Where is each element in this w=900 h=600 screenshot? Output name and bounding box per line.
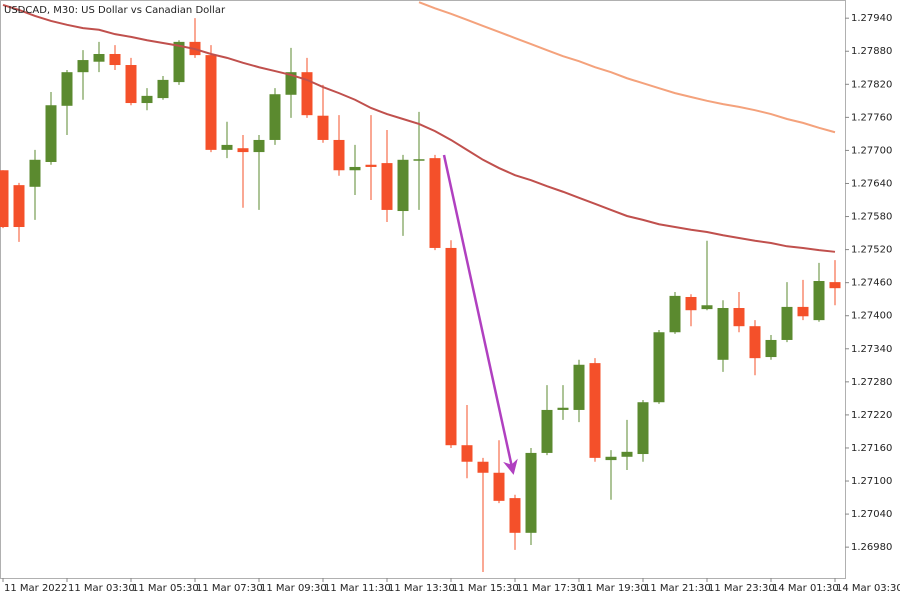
candle-body <box>669 295 681 333</box>
candle-body <box>685 296 697 311</box>
x-tick-label: 11 Mar 19:30 <box>580 583 647 594</box>
candle-body <box>317 115 329 140</box>
candle-body <box>333 139 345 171</box>
x-tick-label: 11 Mar 09:30 <box>260 583 327 594</box>
moving-average-line <box>2 4 836 253</box>
candle-body <box>733 308 745 327</box>
candle-body <box>157 79 169 99</box>
y-tick-label: 1.27880 <box>851 46 892 57</box>
candle-body <box>205 55 217 150</box>
x-tick-label: 11 Mar 2022 <box>4 583 67 594</box>
candle-body <box>461 445 473 462</box>
candle-body <box>573 364 585 410</box>
candle-body <box>173 41 185 83</box>
y-tick-label: 1.27100 <box>851 476 892 487</box>
candle-body <box>589 363 601 458</box>
x-tick-label: 11 Mar 17:30 <box>516 583 583 594</box>
y-tick-label: 1.27760 <box>851 112 892 123</box>
candle-body <box>525 452 537 533</box>
candle-body <box>621 451 633 457</box>
x-tick-label: 14 Mar 01:30 <box>772 583 839 594</box>
y-tick-label: 1.27940 <box>851 13 892 24</box>
candle-body <box>509 498 521 533</box>
y-tick-label: 1.27160 <box>851 443 892 454</box>
candle-body <box>797 306 809 317</box>
candle-body <box>397 159 409 212</box>
annotation-arrow <box>442 154 518 475</box>
candle-body <box>269 94 281 140</box>
x-tick-label: 11 Mar 05:30 <box>132 583 199 594</box>
moving-average-line <box>418 1 836 134</box>
candle-body <box>605 456 617 461</box>
candle-body <box>637 402 649 455</box>
y-tick-label: 1.27040 <box>851 509 892 520</box>
x-tick-label: 11 Mar 11:30 <box>324 583 391 594</box>
candle-body <box>429 158 441 248</box>
candle-body <box>749 326 761 359</box>
x-tick-label: 14 Mar 03:30 <box>836 583 900 594</box>
plot-frame <box>0 0 846 579</box>
candle-body <box>0 170 9 228</box>
candle-body <box>93 53 105 62</box>
y-tick-label: 1.27580 <box>851 212 892 223</box>
y-tick-label: 1.27460 <box>851 278 892 289</box>
candle-body <box>221 144 233 150</box>
candle-body <box>557 407 569 410</box>
candle-body <box>765 339 777 358</box>
y-tick-label: 1.27400 <box>851 311 892 322</box>
candle-body <box>29 159 41 187</box>
candle-body <box>781 306 793 340</box>
candle-body <box>413 159 425 161</box>
candle-body <box>349 166 361 171</box>
y-tick-label: 1.27640 <box>851 178 892 189</box>
x-tick-label: 11 Mar 07:30 <box>196 583 263 594</box>
x-tick-label: 11 Mar 21:30 <box>644 583 711 594</box>
candle-body <box>45 105 57 162</box>
y-tick-label: 1.26980 <box>851 542 892 553</box>
candle-body <box>541 409 553 453</box>
y-tick-label: 1.27220 <box>851 410 892 421</box>
x-tick-label: 11 Mar 23:30 <box>708 583 775 594</box>
y-tick-label: 1.27280 <box>851 377 892 388</box>
plot-area <box>0 1 841 572</box>
candle-body <box>813 281 825 321</box>
chart-title: USDCAD, M30: US Dollar vs Canadian Dolla… <box>4 5 226 16</box>
x-tick-label: 11 Mar 13:30 <box>388 583 455 594</box>
candle-body <box>477 461 489 473</box>
y-tick-label: 1.27520 <box>851 245 892 256</box>
y-tick-label: 1.27820 <box>851 79 892 90</box>
candle-body <box>829 282 841 289</box>
candle-body <box>109 53 121 66</box>
candle-body <box>717 308 729 360</box>
candle-body <box>61 72 73 106</box>
candle-body <box>13 185 25 228</box>
candle-body <box>653 332 665 403</box>
candle-body <box>493 472 505 501</box>
y-tick-label: 1.27700 <box>851 145 892 156</box>
candle-body <box>445 247 457 446</box>
x-tick-label: 11 Mar 15:30 <box>452 583 519 594</box>
x-tick-label: 11 Mar 03:30 <box>68 583 135 594</box>
candle-body <box>701 305 713 310</box>
candle-body <box>125 65 137 104</box>
candle-body <box>253 139 265 153</box>
candle-body <box>301 72 313 116</box>
y-tick-label: 1.27340 <box>851 344 892 355</box>
candle-body <box>237 148 249 153</box>
candle-body <box>381 163 393 210</box>
candle-body <box>77 60 89 73</box>
candle-body <box>365 164 377 167</box>
candle-body <box>285 72 297 95</box>
candle-body <box>141 95 153 104</box>
